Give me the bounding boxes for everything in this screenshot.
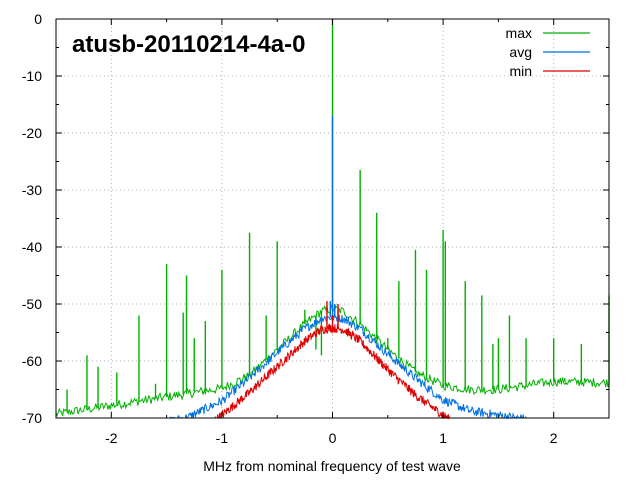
y-tick-label: -30 [22,182,42,198]
y-tick-label: -70 [22,410,42,426]
y-tick-label: -20 [22,125,42,141]
x-tick-label: 2 [550,430,558,446]
ticks: 0-10-20-30-40-50-60-70-2 -1 0 1 2 [22,11,610,446]
y-tick-label: -10 [22,68,42,84]
y-tick-label: -40 [22,239,42,255]
legend-label-min: min [509,63,532,79]
legend-label-avg: avg [509,44,532,60]
series-avg-line [166,313,527,420]
x-axis-label: MHz from nominal frequency of test wave [203,458,461,474]
legend: max avg min [506,25,590,79]
legend-label-max: max [506,25,532,41]
y-tick-label: -50 [22,296,42,312]
y-tick-label: 0 [34,11,42,27]
x-tick-label: 1 [439,430,447,446]
x-tick-label: -2 [105,430,118,446]
x-tick-label: -1 [216,430,229,446]
y-tick-label: -60 [22,353,42,369]
x-tick-label: 0 [329,430,337,446]
chart-title: atusb-20110214-4a-0 [72,31,305,58]
series-layer [55,19,610,420]
